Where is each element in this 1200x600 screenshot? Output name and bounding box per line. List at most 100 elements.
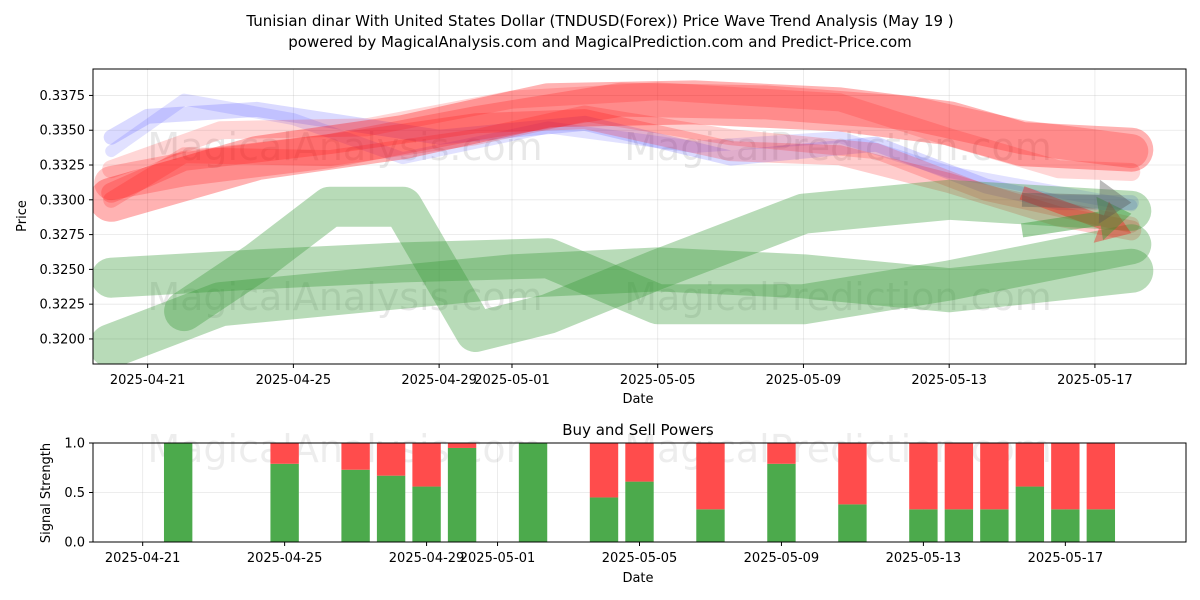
signal-bars [163,443,1116,542]
sell-bar-2025-04-29 [412,443,441,487]
price-chart: MagicalAnalysis.com MagicalPrediction.co… [15,68,1187,407]
price-x-ticks: 2025-04-21 2025-04-25 2025-04-292025-05-01… [110,364,1133,388]
price-y-tick-label-1: 0.3350 [40,124,86,139]
signal-x-tick-label-4: 2025-05-05 [602,551,678,566]
signal-x-tick-label-7: 2025-05-17 [1028,551,1104,566]
price-axes-frame [92,68,1187,365]
price-series-red-wave-1 [102,82,1141,181]
buy-bar-2025-04-28 [376,475,406,542]
signal-title: Buy and Sell Powers [562,421,714,439]
buy-bar-2025-05-04 [589,497,619,542]
price-series-red-wave-2 [103,105,1140,233]
price-series-blue-wave-1 [103,101,1139,211]
price-x-tick-label-2: 2025-04-29 [401,373,477,388]
sell-bar-2025-04-28 [376,443,406,476]
sell-bar-2025-05-17 [1051,443,1080,510]
signal-y-label: Signal Strength [39,443,54,543]
buy-bar-2025-05-15 [980,509,1009,542]
buy-bar-2025-05-16 [1015,486,1045,542]
sell-bar-2025-04-25 [270,443,299,464]
price-y-label: Price [15,200,30,232]
price-grid [93,69,1186,364]
title-line-2: powered by MagicalAnalysis.com and Magic… [288,33,912,51]
price-x-tick-label-5: 2025-05-09 [766,373,842,388]
price-series-green-band-upper [164,179,1152,352]
price-x-tick-label-3: 2025-05-01 [474,373,550,388]
signal-x-label: Date [622,571,653,586]
sell-bar-2025-05-14 [944,443,974,510]
trend-arrow-head-1 [1096,196,1132,241]
signal-y-ticks: 0.0 0.5 1.0 [64,437,93,551]
sell-bar-2025-05-13 [909,443,938,510]
buy-bar-2025-05-07 [696,509,725,542]
buy-bar-2025-05-02 [518,443,548,542]
price-x-tick-label-0: 2025-04-21 [110,373,186,388]
watermark-magicalanalysis: MagicalAnalysis.com [147,125,542,169]
price-series-green-band-middle [93,224,1152,325]
buy-bar-2025-04-27 [341,469,370,542]
buy-bar-2025-05-14 [944,509,974,542]
buy-bar-2025-05-05 [625,481,654,542]
price-y-tick-label-6: 0.3225 [40,298,86,313]
price-y-tick-label-0: 0.3375 [40,89,86,104]
buy-bar-2025-04-29 [412,486,441,542]
title-line-1: Tunisian dinar With United States Dollar… [245,12,953,30]
signal-x-tick-label-6: 2025-05-13 [886,551,962,566]
trend-arrow-head-2 [1098,179,1132,224]
buy-bar-2025-04-30 [447,447,477,542]
sell-bar-2025-04-27 [341,443,370,470]
price-y-tick-label-2: 0.3325 [40,159,86,174]
buy-bar-2025-05-17 [1051,509,1080,542]
buy-bar-2025-04-25 [270,463,299,542]
sell-bar-2025-05-18 [1086,443,1116,510]
buy-bar-2025-05-13 [909,509,938,542]
price-series-red-wave-3 [101,109,1142,241]
price-x-label: Date [622,392,653,407]
watermark-magicalprediction: MagicalPrediction.com [624,125,1052,169]
sell-bar-2025-04-30 [447,443,477,448]
signal-x-ticks: 2025-04-21 2025-04-25 2025-04-292025-05-01… [105,542,1103,566]
buy-bar-2025-05-18 [1086,509,1116,542]
sell-bar-2025-05-05 [625,443,654,482]
price-y-tick-label-7: 0.3200 [40,332,86,347]
watermark-magicalanalysis-2: MagicalAnalysis.com [147,275,542,319]
signal-x-tick-label-2: 2025-04-29 [389,551,465,566]
trend-arrow-shaft-0 [1019,186,1104,229]
price-series-blue-wave-2 [105,93,1138,212]
signal-chart: Buy and Sell Powers MagicalAnalysis.com … [39,421,1187,586]
sell-bar-2025-05-09 [767,443,796,464]
signal-y-tick-label-1: 0.5 [64,486,85,501]
price-series [93,80,1154,364]
buy-bar-2025-05-09 [767,463,796,542]
price-series-red-band-lower [94,82,1149,201]
price-x-tick-label-1: 2025-04-25 [256,373,332,388]
sell-bar-2025-05-07 [696,443,725,510]
trend-arrow-shaft-1 [1020,211,1101,238]
price-y-ticks: 0.3375 0.3350 0.3325 0.3300 0.3275 0.3250 0.32… [40,89,93,347]
price-y-tick-label-5: 0.3250 [40,263,86,278]
sell-bar-2025-05-11 [838,443,867,505]
signal-x-tick-label-5: 2025-05-09 [744,551,820,566]
figure-title: Tunisian dinar With United States Dollar… [245,12,953,51]
price-y-tick-label-3: 0.3300 [40,193,86,208]
sell-bar-2025-05-16 [1015,443,1045,487]
price-series-green-band-lower [93,247,1154,364]
signal-y-tick-label-0: 0.0 [64,536,85,551]
sell-bar-2025-05-15 [980,443,1009,510]
signal-x-tick-label-3: 2025-05-01 [460,551,536,566]
price-watermarks: MagicalAnalysis.com MagicalPrediction.co… [147,125,1051,319]
price-series-red-band-upper [93,80,1154,222]
price-x-tick-label-4: 2025-05-05 [620,373,696,388]
signal-y-tick-label-2: 1.0 [64,437,85,452]
trend-arrow-shaft-2 [1021,192,1100,209]
watermark-magicalprediction-2: MagicalPrediction.com [624,275,1052,319]
price-x-tick-label-6: 2025-05-13 [911,373,987,388]
price-y-tick-label-4: 0.3275 [40,228,86,243]
buy-bar-2025-04-22 [163,443,193,542]
signal-x-tick-label-0: 2025-04-21 [105,551,181,566]
trend-arrow-head-0 [1093,201,1132,243]
sell-bar-2025-05-04 [589,443,619,498]
price-x-tick-label-7: 2025-05-17 [1057,373,1133,388]
signal-x-tick-label-1: 2025-04-25 [247,551,323,566]
